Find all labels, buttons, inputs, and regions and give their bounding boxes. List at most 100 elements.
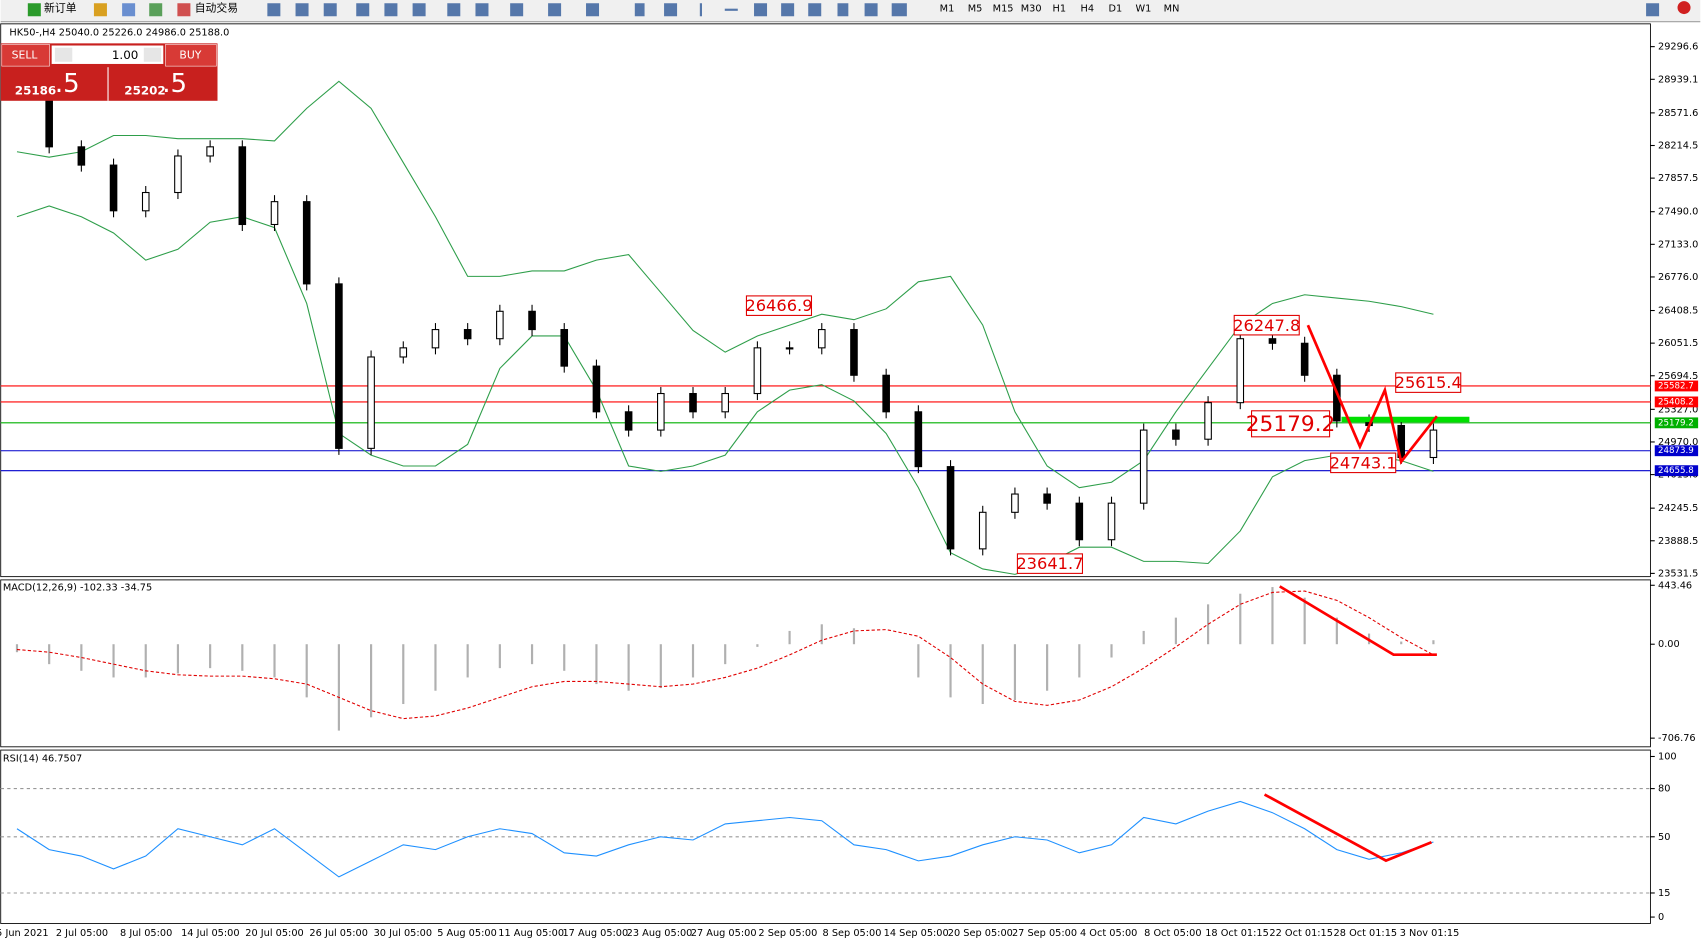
level-tag: [1654, 465, 1699, 477]
timeframe-button[interactable]: D1: [1109, 4, 1123, 15]
macd-bar: [724, 644, 727, 665]
bollinger-upper: [16, 80, 1434, 489]
candle: [399, 347, 408, 358]
x-tick-label: 8 Jul 05:00: [120, 928, 172, 939]
toolbar-icon[interactable]: [586, 3, 600, 17]
annotation: 26247.8: [1233, 316, 1300, 335]
macd-bar: [498, 644, 501, 669]
annotation-box: [1233, 314, 1300, 336]
timeframe-button[interactable]: M15: [993, 4, 1014, 15]
annotation: 23641.7: [1016, 554, 1083, 573]
toolbar-icon[interactable]: [93, 3, 107, 17]
y-tick-label: 27133.0: [1658, 239, 1698, 250]
macd-bar: [1239, 593, 1242, 645]
buy-label[interactable]: BUY: [179, 48, 201, 61]
timeframe-button[interactable]: W1: [1136, 4, 1152, 15]
bollinger-lower: [16, 205, 1434, 575]
buy-price-fraction[interactable]: .5: [162, 69, 187, 99]
macd-bar: [1174, 617, 1177, 645]
toolbar-icon[interactable]: [808, 3, 822, 17]
level-tag-label: 24655.8: [1658, 466, 1694, 476]
new-order-icon[interactable]: [27, 3, 41, 17]
macd-bar: [1335, 617, 1338, 645]
x-tick-label: 14 Sep 05:00: [884, 928, 949, 939]
candle: [1139, 429, 1148, 504]
toolbar-icon[interactable]: [548, 3, 562, 17]
sell-button[interactable]: [1, 44, 50, 67]
macd-bar: [1110, 644, 1113, 658]
trade-panel: SELL 1.00 BUY 25186 .5 25202 .5: [0, 43, 218, 101]
macd-bar: [691, 644, 695, 678]
toolbar-icon[interactable]: [634, 3, 645, 17]
volume-up[interactable]: [143, 47, 162, 62]
toolbar: [0, 0, 1701, 22]
toolbar-icon[interactable]: [384, 3, 398, 17]
volume-field[interactable]: [51, 45, 164, 64]
search-icon[interactable]: [1646, 3, 1660, 17]
candle: [721, 392, 729, 413]
y-tick-label: 443.46: [1658, 580, 1692, 591]
buy-price[interactable]: 25202: [124, 84, 165, 98]
annotation-box: [1330, 452, 1397, 474]
annotation: 24743.1: [1330, 453, 1397, 472]
macd-bar: [1271, 587, 1274, 645]
toolbar-icon[interactable]: [412, 3, 426, 17]
candle: [335, 283, 343, 449]
candle: [109, 164, 118, 212]
sell-price[interactable]: 25186: [15, 84, 56, 98]
toolbar-icon[interactable]: [837, 3, 849, 17]
toolbar-icon[interactable]: [149, 3, 163, 17]
macd-bar: [917, 644, 920, 678]
trend-arrows: [1263, 324, 1438, 863]
auto-trading-button[interactable]: 自动交易: [195, 1, 238, 15]
macd-bar: [949, 644, 952, 698]
candle: [77, 146, 86, 166]
toolbar-icon[interactable]: [267, 3, 281, 17]
toolbar-icon[interactable]: [356, 3, 370, 17]
candle: [624, 411, 633, 431]
toolbar-icon[interactable]: [891, 3, 907, 17]
toolbar-icon[interactable]: [699, 3, 703, 17]
new-order-button[interactable]: 新订单: [44, 1, 77, 15]
macd-bar: [209, 644, 212, 669]
toolbar-icons: [267, 3, 907, 17]
volume-value[interactable]: 1.00: [112, 48, 139, 62]
toolbar-icon[interactable]: [510, 3, 524, 17]
sell-label[interactable]: SELL: [12, 48, 38, 61]
toolbar-icon[interactable]: [323, 3, 337, 17]
toolbar-icon[interactable]: [447, 3, 461, 17]
y-tick-label: 0.00: [1658, 639, 1680, 650]
macd-bar: [595, 644, 598, 685]
x-tick-label: 5 Jun 2021: [0, 928, 49, 939]
level-tag: [1654, 380, 1699, 392]
timeframe-button[interactable]: H1: [1052, 4, 1066, 15]
auto-trading-icon[interactable]: [177, 3, 191, 17]
toolbar-icon[interactable]: [122, 3, 136, 17]
x-tick-label: 2 Jul 05:00: [56, 928, 108, 939]
notification-icon[interactable]: [1677, 1, 1691, 15]
main-panel: [0, 23, 1651, 578]
toolbar-icon[interactable]: [754, 3, 768, 17]
macd-arrow: [1279, 585, 1437, 657]
timeframe-button[interactable]: M1: [940, 4, 955, 15]
annotations: 26466.9 26247.8 25615.4 25179.2 24743.1 …: [745, 295, 1462, 574]
toolbar-icon[interactable]: [864, 3, 878, 17]
timeframe-button[interactable]: M30: [1021, 4, 1042, 15]
toolbar-icon[interactable]: [724, 8, 738, 11]
timeframe-button[interactable]: H4: [1081, 4, 1095, 15]
candle: [496, 310, 504, 340]
volume-down[interactable]: [54, 47, 73, 62]
buy-button[interactable]: [165, 44, 217, 67]
annotation-box: [1016, 553, 1083, 574]
toolbar-icon[interactable]: [295, 3, 309, 17]
toolbar-icon[interactable]: [664, 3, 678, 17]
y-tick-label: 0: [1658, 912, 1664, 923]
toolbar-icon[interactable]: [475, 3, 489, 17]
sell-price-fraction[interactable]: .5: [55, 69, 80, 99]
timeframe-button[interactable]: M5: [968, 4, 983, 15]
y-tick-label: 24245.5: [1658, 503, 1698, 514]
x-tick-label: 3 Nov 01:15: [1400, 928, 1460, 939]
toolbar-icon[interactable]: [781, 3, 795, 17]
macd-bar: [112, 644, 115, 678]
timeframe-button[interactable]: MN: [1164, 4, 1180, 15]
